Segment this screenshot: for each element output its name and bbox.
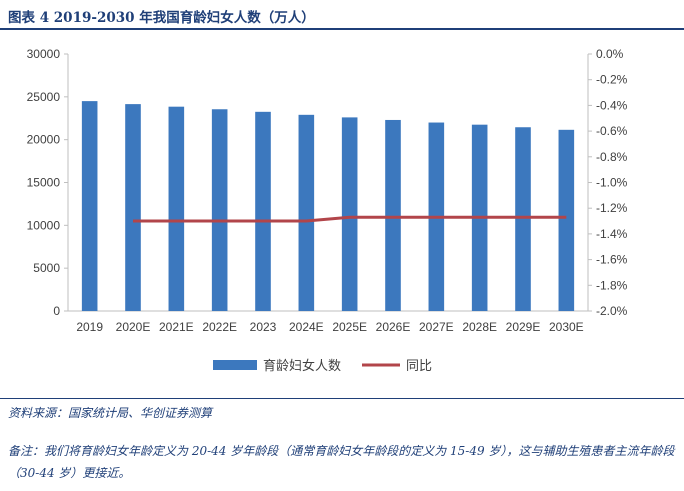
y-left-tick-label: 20000 [27, 133, 61, 147]
y-right-tick-label: -0.2% [596, 73, 628, 87]
y-left-tick-label: 5000 [33, 261, 60, 275]
bar-2019 [81, 101, 98, 311]
y-right-tick-label: -2.0% [596, 304, 628, 318]
y-left-tick-label: 0 [53, 304, 60, 318]
x-tick-label: 2021E [159, 320, 194, 334]
y-right-tick-label: -1.2% [596, 201, 628, 215]
bar-2026E [385, 119, 401, 311]
x-tick-label: 2019 [76, 320, 103, 334]
footer-divider [0, 398, 684, 399]
y-right-tick-label: -1.0% [596, 176, 628, 190]
y-left-tick-label: 10000 [27, 218, 61, 232]
y-right-tick-label: -0.6% [596, 124, 628, 138]
x-tick-label: 2020E [116, 320, 151, 334]
bar-2021E [168, 106, 185, 311]
chart: 0 5000 10000 15000 20000 25000 30000 0.0% -0.2% -… [27, 47, 628, 373]
bar-2030E [558, 129, 575, 311]
x-tick-label: 2022E [202, 320, 237, 334]
x-tick-label: 2026E [376, 320, 411, 334]
y-right-tick-label: 0.0% [596, 47, 624, 61]
bar-2024E [298, 114, 315, 311]
x-tick-label: 2027E [419, 320, 454, 334]
legend-swatch-bar [213, 360, 257, 370]
x-tick-label: 2023 [250, 320, 277, 334]
x-tick-label: 2024E [289, 320, 324, 334]
line-series-yoy [133, 215, 567, 223]
page-title: 图表 4 2019-2030 年我国育龄妇女人数（万人） [8, 10, 315, 26]
bar-2022E [211, 109, 228, 311]
y-right-tick-label: -1.6% [596, 253, 628, 267]
x-tick-label: 2028E [462, 320, 497, 334]
y-right-tick-label: -1.8% [596, 278, 628, 292]
legend-label-line: 同比 [406, 358, 432, 373]
x-tick-label: 2025E [332, 320, 367, 334]
x-tick-label: 2030E [549, 320, 584, 334]
x-tick-label: 2029E [506, 320, 541, 334]
y-left-tick-label: 15000 [27, 176, 61, 190]
title-divider [0, 28, 684, 30]
y-right-tick-label: -0.4% [596, 98, 628, 112]
note-text: 备注：我们将育龄妇女年龄定义为 20-44 岁年龄段（通常育龄妇女年龄段的定义为… [8, 444, 675, 480]
bar-2025E [341, 117, 358, 311]
y-right-tick-label: -1.4% [596, 227, 628, 241]
title-bar: 图表 4 2019-2030 年我国育龄妇女人数（万人） [0, 0, 684, 28]
bar-2020E [125, 104, 141, 312]
y-right-tick-label: -0.8% [596, 150, 628, 164]
source-text: 资料来源：国家统计局、华创证券测算 [8, 406, 213, 420]
legend-label-bar: 育龄妇女人数 [263, 358, 341, 373]
y-left-tick-label: 25000 [27, 90, 61, 104]
bar-2029E [515, 127, 531, 312]
y-left-tick-label: 30000 [27, 47, 61, 61]
bar-2023 [255, 111, 271, 311]
